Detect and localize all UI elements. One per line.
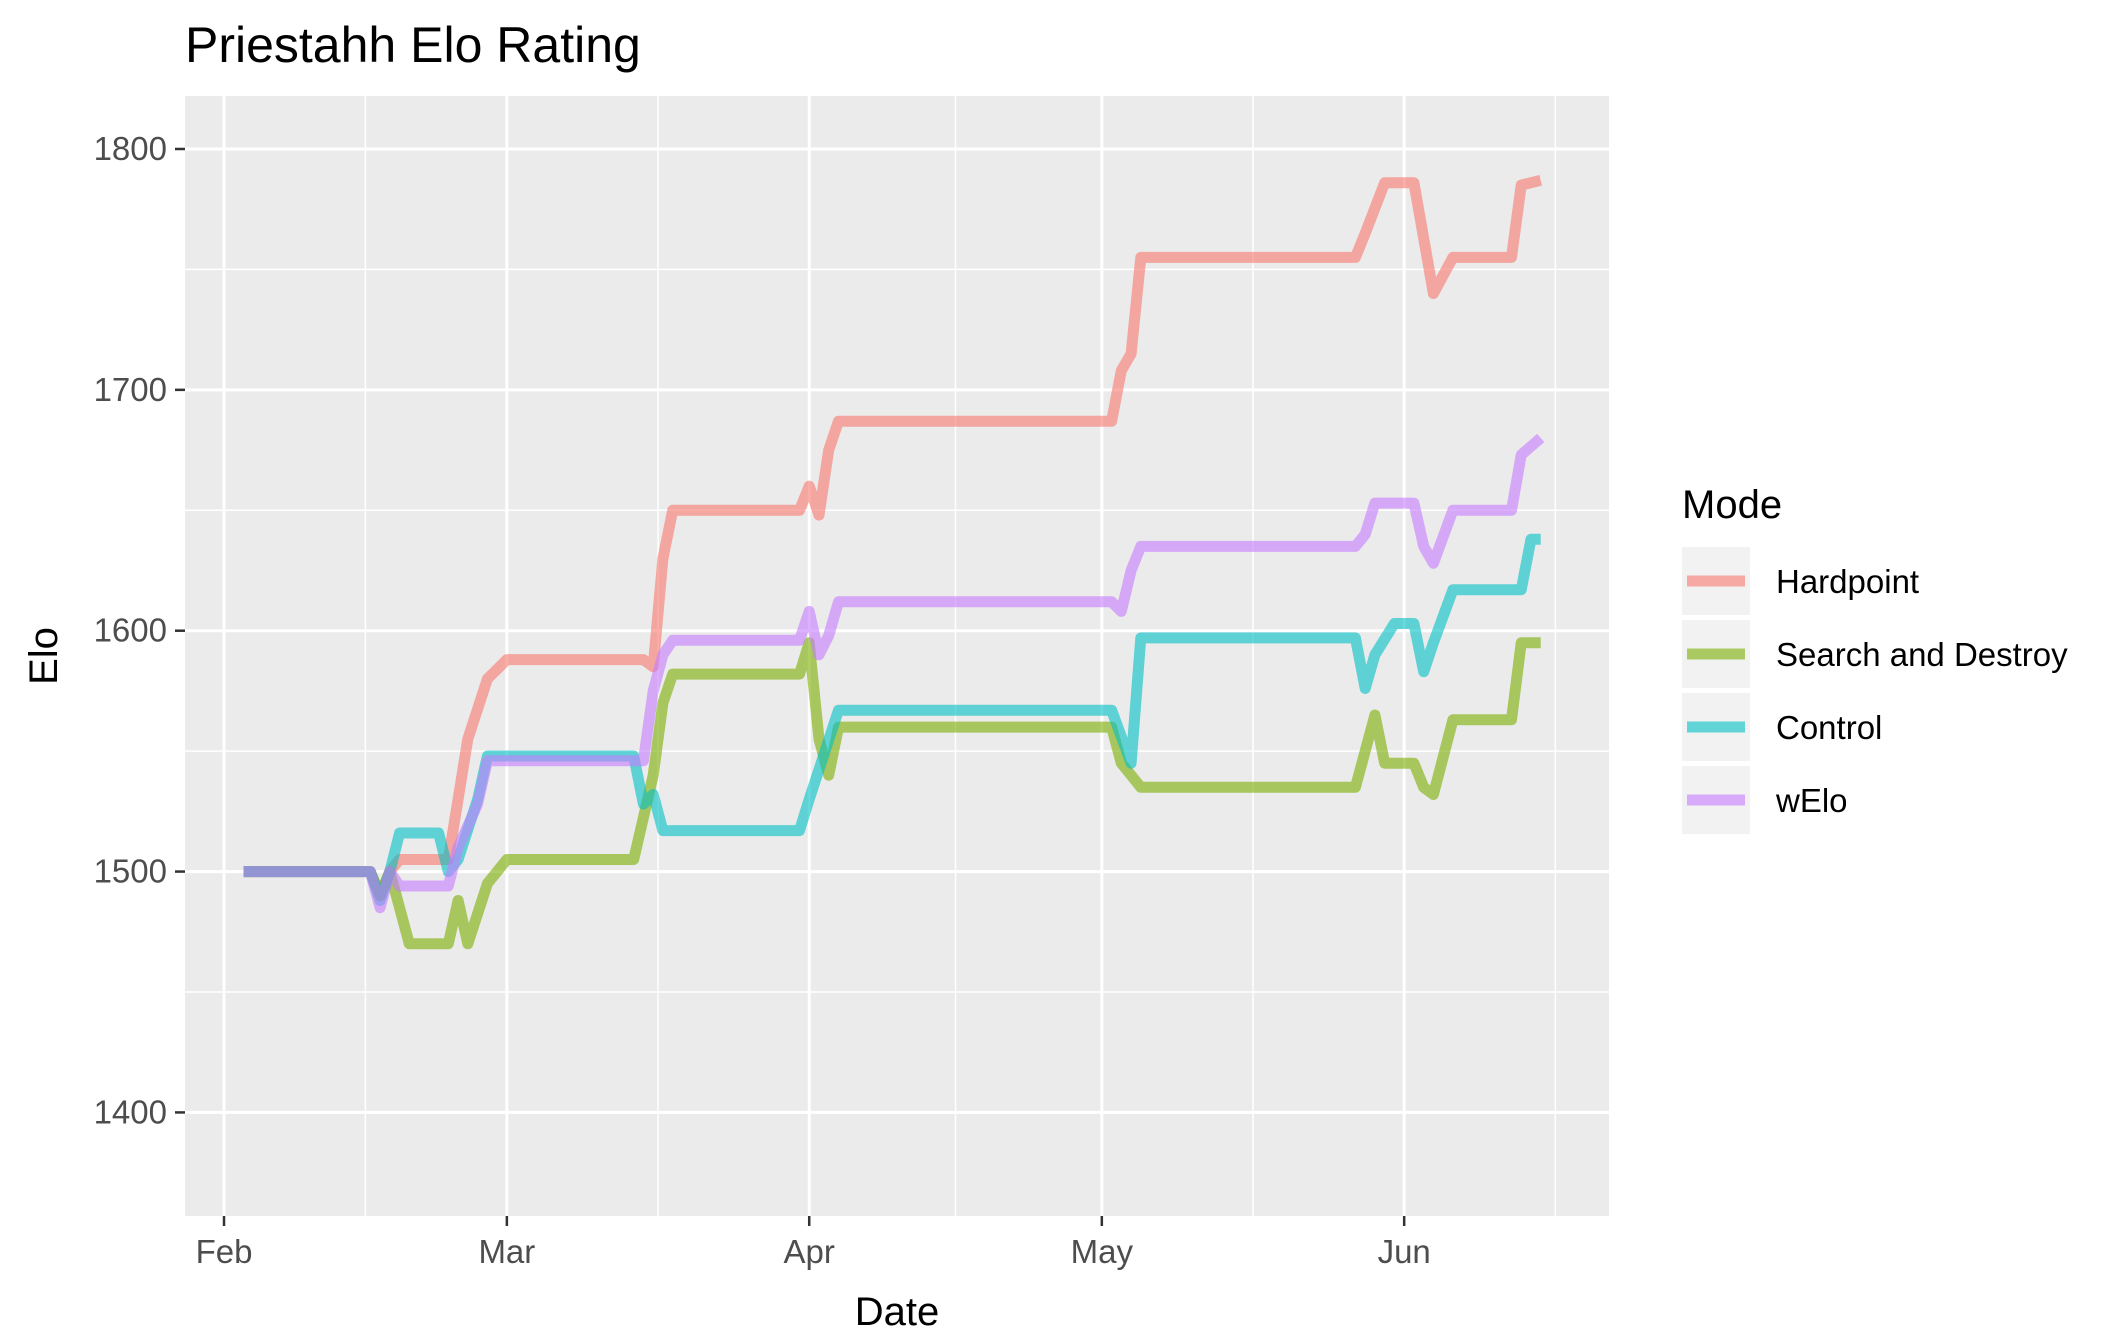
y-axis: 1400 1500 1600 1700 1800: [94, 130, 185, 1130]
x-tick-label: Mar: [478, 1233, 535, 1270]
legend-label: wElo: [1775, 782, 1848, 819]
x-tick-label: May: [1071, 1233, 1134, 1270]
y-tick-label: 1600: [94, 612, 167, 649]
y-tick-label: 1800: [94, 130, 167, 167]
series-line-hardpoint: [243, 174, 1543, 902]
x-axis-title: Date: [855, 1290, 940, 1334]
legend-title: Mode: [1682, 483, 1782, 527]
x-tick-label: Apr: [784, 1233, 835, 1270]
x-tick-label: Feb: [196, 1233, 253, 1270]
y-tick-label: 1500: [94, 853, 167, 890]
chart-title: Priestahh Elo Rating: [185, 17, 641, 73]
series-lines: [243, 174, 1545, 950]
legend-label: Control: [1776, 709, 1882, 746]
legend-label: Search and Destroy: [1776, 636, 2068, 673]
y-tick-label: 1700: [94, 371, 167, 408]
plot-panel: [185, 96, 1609, 1216]
series-line-control: [243, 533, 1541, 906]
series-line-welo: [243, 433, 1545, 914]
x-axis: Feb Mar Apr May Jun: [196, 1216, 1431, 1270]
y-tick-label: 1400: [94, 1093, 167, 1130]
legend-label: Hardpoint: [1776, 563, 1919, 600]
legend: Mode Hardpoint Search and Destroy Control w…: [1682, 483, 2068, 834]
y-axis-title: Elo: [22, 627, 66, 685]
x-tick-label: Jun: [1378, 1233, 1431, 1270]
